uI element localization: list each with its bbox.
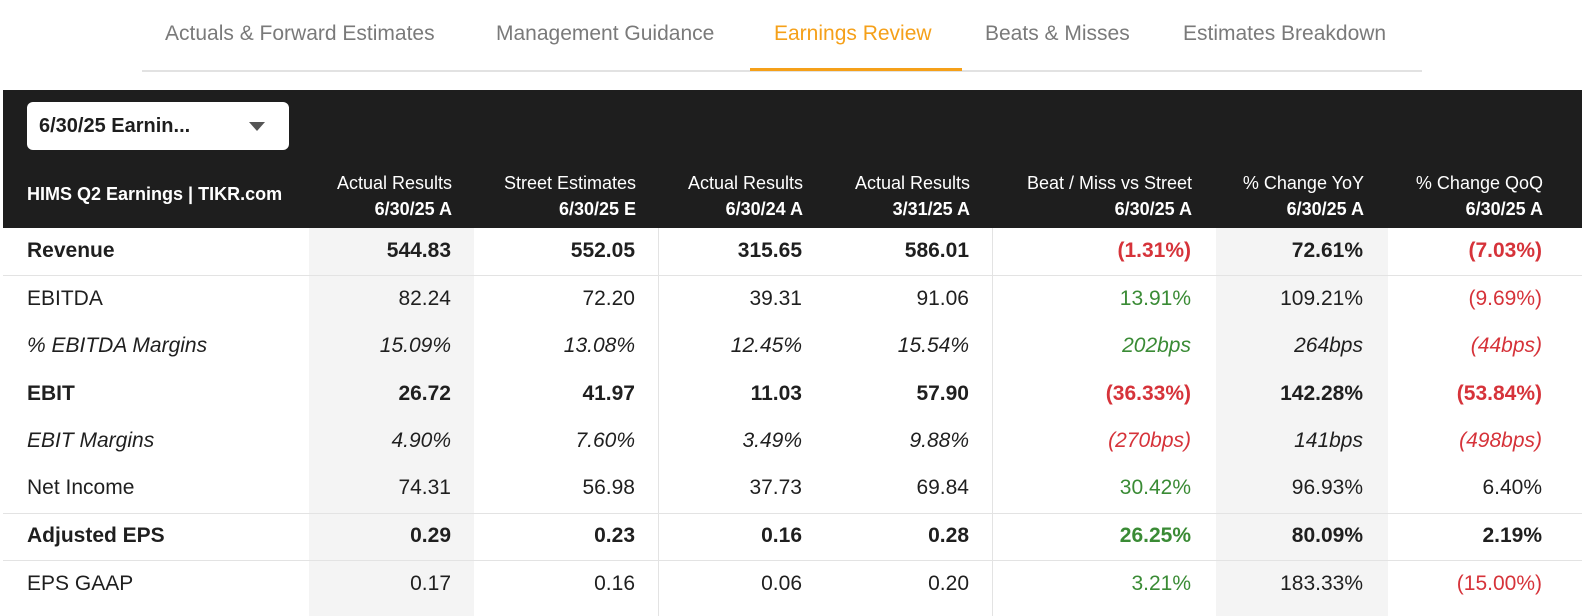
table-cell: 264bps [1294, 334, 1363, 357]
table-cell: 586.01 [904, 239, 969, 262]
column-header: Actual Results 3/31/25 A [854, 173, 970, 219]
table-cell: 109.21% [1280, 287, 1363, 310]
table-cell: (498bps) [1459, 429, 1542, 452]
table-header: 6/30/25 Earnin... HIMS Q2 Earnings | TIK… [3, 90, 1582, 228]
table-cell: 3.21% [1131, 572, 1191, 595]
table-cell: 11.03 [750, 382, 802, 405]
row-label: EPS GAAP [27, 572, 134, 595]
period-select[interactable]: 6/30/25 Earnin... [27, 102, 289, 150]
table-cell: 202bps [1122, 334, 1191, 357]
table-cell: 7.60% [575, 429, 635, 452]
table-cell: 0.28 [928, 524, 969, 547]
table-cell: 80.09% [1291, 524, 1363, 547]
table-cell: 69.84 [916, 476, 969, 499]
table-row: Adjusted EPS 0.29 0.23 0.16 0.28 26.25% … [0, 513, 1582, 560]
table-cell: 142.28% [1280, 382, 1363, 405]
row-divider [3, 513, 1582, 514]
table-cell: 82.24 [398, 287, 451, 310]
table-cell: 13.91% [1119, 287, 1191, 310]
tab-beats-misses[interactable]: Beats & Misses [985, 22, 1130, 45]
column-header: Street Estimates 6/30/25 E [503, 173, 636, 219]
column-shade [309, 228, 474, 616]
table-cell: 544.83 [386, 239, 451, 262]
table-cell: 0.17 [410, 572, 451, 595]
column-header: Actual Results 6/30/24 A [687, 173, 803, 219]
column-header: % Change QoQ 6/30/25 A [1415, 173, 1543, 219]
row-divider [3, 275, 1582, 276]
table-cell: 91.06 [916, 287, 969, 310]
table-row: Net Income 74.31 56.98 37.73 69.84 30.42… [0, 465, 1582, 512]
row-label: % EBITDA Margins [27, 334, 208, 357]
table-cell: 315.65 [737, 239, 802, 262]
table-cell: 72.61% [1291, 239, 1363, 262]
table-cell: 57.90 [916, 382, 969, 405]
row-label: EBIT [27, 382, 75, 405]
table-cell: (53.84%) [1456, 382, 1542, 405]
table-cell: (7.03%) [1468, 239, 1542, 262]
row-label: Net Income [27, 476, 135, 499]
table-cell: 15.54% [897, 334, 969, 357]
table-cell: 0.16 [761, 524, 802, 547]
table-cell: (9.69%) [1468, 287, 1542, 310]
tab-estimates-breakdown[interactable]: Estimates Breakdown [1183, 22, 1387, 45]
table-cell: 30.42% [1119, 476, 1191, 499]
table-cell: 26.25% [1119, 524, 1191, 547]
table-cell: 0.06 [761, 572, 802, 595]
row-divider [3, 560, 1582, 561]
table-cell: 13.08% [563, 334, 635, 357]
table-cell: 72.20 [582, 287, 635, 310]
table-cell: 3.49% [742, 429, 802, 452]
tab-bar: Actuals & Forward Estimates Management G… [142, 0, 1422, 72]
table-cell: (15.00%) [1456, 572, 1542, 595]
table-cell: 4.90% [391, 429, 451, 452]
row-label: EBIT Margins [27, 429, 155, 452]
table-cell: 0.20 [928, 572, 969, 595]
table-cell: 12.45% [730, 334, 802, 357]
table-cell: 141bps [1294, 429, 1363, 452]
period-select-value: 6/30/25 Earnin... [39, 115, 191, 137]
column-header: Beat / Miss vs Street 6/30/25 A [1026, 173, 1192, 219]
table-cell: 552.05 [570, 239, 635, 262]
row-label: Revenue [27, 239, 115, 262]
table-cell: 74.31 [398, 476, 451, 499]
active-tab-indicator [750, 68, 962, 71]
table-cell: 26.72 [398, 382, 451, 405]
table-cell: 6.40% [1482, 476, 1542, 499]
table-cell: 0.16 [594, 572, 635, 595]
table-cell: 56.98 [582, 476, 635, 499]
table-cell: (44bps) [1470, 334, 1542, 357]
table-row: EBIT 26.72 41.97 11.03 57.90 (36.33%) 14… [0, 371, 1582, 418]
table-cell: 0.29 [410, 524, 451, 547]
table-row: Revenue 544.83 552.05 315.65 586.01 (1.3… [0, 228, 1582, 275]
table-cell: 0.23 [594, 524, 635, 547]
table-cell: 41.97 [582, 382, 635, 405]
table-cell: 39.31 [749, 287, 802, 310]
table-cell: 37.73 [749, 476, 802, 499]
column-header: % Change YoY 6/30/25 A [1242, 173, 1364, 219]
tab-management-guidance[interactable]: Management Guidance [496, 22, 715, 45]
table-cell: 9.88% [909, 429, 969, 452]
tab-earnings-review[interactable]: Earnings Review [774, 22, 932, 45]
table-row: EBITDA 82.24 72.20 39.31 91.06 13.91% 10… [0, 276, 1582, 323]
table-cell: 183.33% [1280, 572, 1363, 595]
table-cell: 2.19% [1482, 524, 1542, 547]
table-row: % EBITDA Margins 15.09% 13.08% 12.45% 15… [0, 323, 1582, 370]
table-cell: (36.33%) [1105, 382, 1191, 405]
column-shade [1216, 228, 1388, 616]
column-header: Actual Results 6/30/25 A [336, 173, 452, 219]
tab-actuals-forward-estimates[interactable]: Actuals & Forward Estimates [165, 22, 435, 45]
table-cell: 15.09% [379, 334, 451, 357]
column-divider [992, 228, 993, 616]
table-row: EPS GAAP 0.17 0.16 0.06 0.20 3.21% 183.3… [0, 561, 1582, 608]
column-divider [658, 228, 659, 616]
table-row: EBIT Margins 4.90% 7.60% 3.49% 9.88% (27… [0, 418, 1582, 465]
table-cell: (1.31%) [1117, 239, 1191, 262]
table-cell: (270bps) [1108, 429, 1191, 452]
table-cell: 96.93% [1291, 476, 1363, 499]
row-label: Adjusted EPS [27, 524, 165, 547]
table-title: HIMS Q2 Earnings | TIKR.com [27, 184, 283, 204]
row-label: EBITDA [27, 287, 103, 310]
chevron-down-icon [249, 122, 265, 131]
